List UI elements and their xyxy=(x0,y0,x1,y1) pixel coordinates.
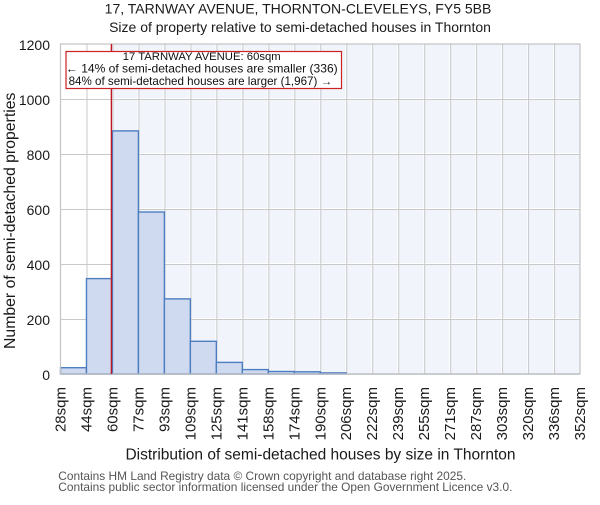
svg-text:255sqm: 255sqm xyxy=(416,387,433,440)
svg-text:84% of semi-detached houses ar: 84% of semi-detached houses are larger (… xyxy=(69,75,333,88)
svg-text:352sqm: 352sqm xyxy=(572,387,589,440)
svg-text:320sqm: 320sqm xyxy=(520,387,537,440)
svg-text:190sqm: 190sqm xyxy=(312,387,329,440)
svg-text:303sqm: 303sqm xyxy=(494,387,511,440)
svg-text:800: 800 xyxy=(27,147,51,163)
svg-text:287sqm: 287sqm xyxy=(468,387,485,440)
svg-text:200: 200 xyxy=(27,312,51,328)
svg-text:17 TARNWAY AVENUE: 60sqm: 17 TARNWAY AVENUE: 60sqm xyxy=(123,51,281,63)
svg-text:93sqm: 93sqm xyxy=(156,387,173,432)
svg-text:Size of property relative to s: Size of property relative to semi-detach… xyxy=(109,19,491,35)
svg-text:158sqm: 158sqm xyxy=(260,387,277,440)
svg-text:28sqm: 28sqm xyxy=(53,387,70,432)
svg-text:← 14% of semi-detached houses: ← 14% of semi-detached houses are smalle… xyxy=(66,62,338,76)
svg-text:0: 0 xyxy=(42,367,50,383)
svg-text:Contains public sector informa: Contains public sector information licen… xyxy=(58,480,512,494)
svg-text:1000: 1000 xyxy=(19,92,50,108)
svg-text:Contains HM Land Registry data: Contains HM Land Registry data © Crown c… xyxy=(58,469,466,483)
svg-text:400: 400 xyxy=(27,257,51,273)
svg-text:336sqm: 336sqm xyxy=(546,387,563,440)
svg-text:Number of semi-detached proper: Number of semi-detached properties xyxy=(2,93,19,349)
svg-text:77sqm: 77sqm xyxy=(130,387,147,432)
svg-text:109sqm: 109sqm xyxy=(182,387,199,440)
svg-text:206sqm: 206sqm xyxy=(338,387,355,440)
svg-text:60sqm: 60sqm xyxy=(104,387,121,432)
svg-text:174sqm: 174sqm xyxy=(286,387,303,440)
svg-text:271sqm: 271sqm xyxy=(442,387,459,440)
svg-text:44sqm: 44sqm xyxy=(78,387,95,432)
svg-text:141sqm: 141sqm xyxy=(234,387,251,440)
svg-text:222sqm: 222sqm xyxy=(364,387,381,440)
svg-text:1200: 1200 xyxy=(19,37,50,53)
svg-text:17, TARNWAY AVENUE, THORNTON-C: 17, TARNWAY AVENUE, THORNTON-CLEVELEYS, … xyxy=(105,1,492,17)
svg-text:125sqm: 125sqm xyxy=(208,387,225,440)
svg-text:239sqm: 239sqm xyxy=(390,387,407,440)
svg-text:600: 600 xyxy=(27,202,51,218)
svg-text:Distribution of semi-detached: Distribution of semi-detached houses by … xyxy=(125,447,515,464)
